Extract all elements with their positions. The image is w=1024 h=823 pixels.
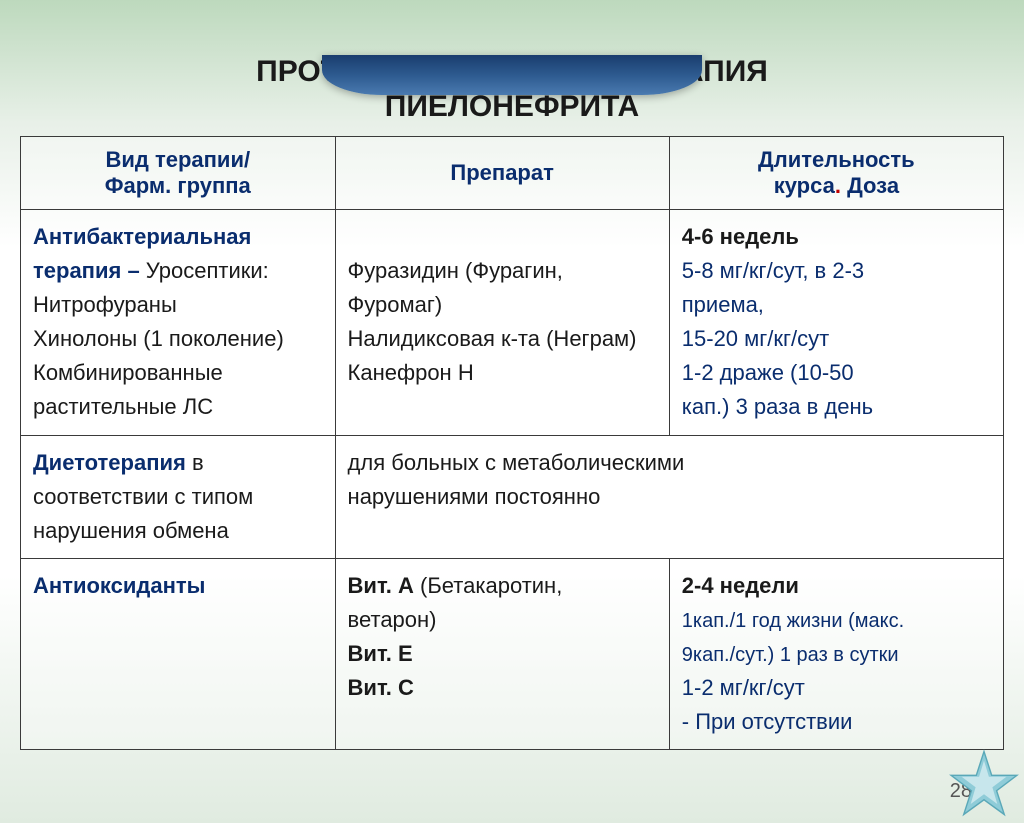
therapy-table: Вид терапии/ Фарм. группа Препарат Длите… [20,136,1004,750]
header-therapy-type: Вид терапии/ Фарм. группа [21,137,336,210]
cell-antioxidants-type: Антиоксиданты [21,558,336,749]
star-icon [949,748,1019,818]
top-banner-decoration [322,55,702,95]
header-drug: Препарат [335,137,669,210]
cell-antibacterial-type: Антибактериальная терапия – Уросептики: … [21,210,336,436]
table-header-row: Вид терапии/ Фарм. группа Препарат Длите… [21,137,1004,210]
cell-diet-type: Диетотерапия в соответствии с типом нару… [21,435,336,558]
table-row: Антиоксиданты Вит. А (Бетакаротин, ветар… [21,558,1004,749]
table-row: Диетотерапия в соответствии с типом нару… [21,435,1004,558]
cell-antibacterial-dose: 4-6 недель 5-8 мг/кг/сут, в 2-3 приема, … [669,210,1003,436]
cell-antioxidants-drugs: Вит. А (Бетакаротин, ветарон) Вит. Е Вит… [335,558,669,749]
cell-antibacterial-drugs: Фуразидин (Фурагин, Фуромаг) Налидиксова… [335,210,669,436]
cell-diet-merged: для больных с метаболическими нарушениям… [335,435,1003,558]
cell-antioxidants-dose: 2-4 недели 1кап./1 год жизни (макс. 9кап… [669,558,1003,749]
header-duration-dose: Длительность курса. Доза [669,137,1003,210]
table-row: Антибактериальная терапия – Уросептики: … [21,210,1004,436]
